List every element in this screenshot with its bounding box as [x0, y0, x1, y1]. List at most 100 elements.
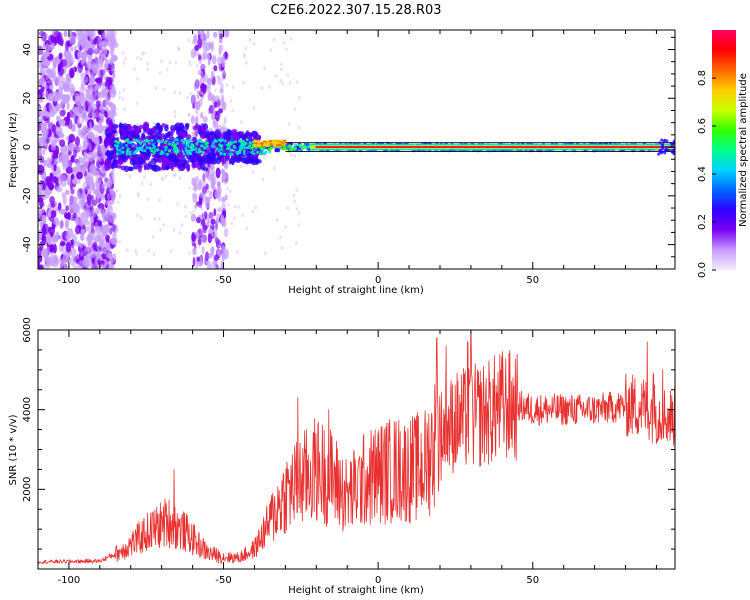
spectrogram-frame: [37, 29, 676, 270]
spectrogram-cell: [298, 126, 301, 130]
spectrogram-cell: [199, 255, 203, 267]
spectrogram-cell: [423, 146, 427, 149]
spectrogram-cell: [107, 43, 111, 48]
spectrogram-cell: [45, 43, 50, 53]
spectrogram-cell: [81, 43, 87, 50]
spectrogram-cell: [38, 77, 46, 88]
spectrogram-cell: [209, 247, 215, 254]
spectrogram-cell: [79, 67, 83, 72]
spectrogram-cell: [59, 174, 66, 181]
spectrogram-cell: [200, 63, 206, 72]
spectrogram-cell: [76, 66, 80, 75]
colorbar-tick-label: 0.8: [697, 70, 708, 86]
spectrogram-cell: [115, 164, 123, 169]
spectrogram-cell: [416, 146, 420, 149]
spectrogram-cell: [136, 77, 139, 81]
spectrogram-cell: [94, 68, 98, 74]
spectrogram-cell: [139, 141, 142, 145]
spectrogram-cell: [171, 141, 175, 145]
spectrogram-cell: [491, 146, 495, 149]
spectrogram-cell: [87, 106, 92, 114]
spectrogram-cell: [89, 183, 93, 189]
spectrogram-cell: [214, 223, 218, 232]
spectrogram-cell: [91, 237, 96, 245]
spectrogram-cell: [48, 226, 53, 232]
spectrogram-cell: [223, 152, 227, 156]
spectrogram-cell: [260, 86, 264, 90]
spectrogram-cell: [158, 217, 161, 221]
spectrogram-cell: [161, 177, 165, 182]
spectrogram-cell: [217, 244, 220, 249]
spectrogram-cell: [471, 146, 475, 149]
spectrogram-cell: [167, 149, 171, 153]
spectrogram-cell: [155, 86, 158, 90]
spectrogram-cell: [106, 150, 110, 157]
spectrogram-cell: [252, 132, 257, 137]
spectrogram-cell: [101, 140, 104, 147]
spectrogram-cell: [90, 264, 95, 269]
spectrogram-cell: [211, 142, 215, 146]
spectrogram-cell: [200, 236, 203, 241]
spectrogram-cell: [227, 203, 230, 207]
spectrogram-cell: [105, 228, 110, 234]
spectrogram-cell: [201, 218, 206, 226]
spectrogram-cell: [143, 149, 147, 153]
spectrogram-cell: [104, 177, 109, 183]
spectrogram-cell: [201, 159, 207, 165]
spectrogram-cell: [263, 66, 266, 71]
spectrogram-cell: [389, 146, 393, 149]
spectrogram-cell: [177, 46, 180, 50]
spectrogram-cell: [145, 139, 148, 143]
spectrogram-cell: [142, 51, 146, 55]
spectrogram-cell: [328, 146, 332, 149]
spectrogram-cell: [38, 136, 45, 143]
spectrogram-cell: [194, 144, 198, 148]
spectrogram-cell: [173, 110, 176, 114]
spectrogram-cell: [201, 234, 208, 243]
spectrogram-cell: [49, 172, 54, 182]
spectrogram-cell: [200, 140, 204, 144]
spectrogram-cell: [85, 139, 90, 146]
spectrogram-cell: [87, 221, 91, 226]
spectrogram-cell: [77, 215, 81, 223]
spectrogram-cell: [104, 85, 109, 92]
y-tick-label: 20: [22, 92, 33, 105]
spectrogram-cell: [97, 71, 101, 78]
spectrogram-cell: [115, 140, 119, 144]
spectrogram-cell: [108, 59, 114, 66]
spectrogram-cell: [228, 189, 232, 193]
spectrogram-cell: [217, 147, 221, 151]
spectrogram-cell: [245, 131, 249, 137]
spectrogram-cell: [61, 245, 67, 256]
spectrogram-cell: [89, 165, 94, 174]
spectrogram-cell: [169, 249, 172, 253]
x-tick-label: 0: [375, 275, 381, 286]
spectrogram-cell: [195, 150, 199, 154]
spectrogram-cell: [57, 39, 63, 45]
spectrogram-cell: [87, 131, 95, 139]
spectrogram-cell: [229, 99, 233, 103]
spectrogram-cell: [189, 63, 192, 67]
spectrogram-cell: [396, 146, 400, 149]
spectrogram-cell: [94, 189, 99, 197]
spectrogram-cell: [233, 146, 237, 150]
spectrogram-cell: [65, 166, 73, 174]
spectrogram-cell: [252, 106, 255, 110]
spectrogram-cell: [207, 233, 213, 244]
spectrogram-cell: [288, 144, 292, 147]
spectrogram-cell: [85, 236, 91, 242]
spectrogram-cell: [76, 203, 80, 211]
spectrogram-cell: [76, 43, 81, 49]
spectrogram-cell: [60, 178, 67, 188]
spectrogram-cell: [250, 151, 254, 154]
spectrogram-cell: [261, 177, 265, 182]
spectrogram-cell: [195, 100, 201, 111]
spectrogram-cell: [207, 198, 210, 203]
spectrogram-cell: [213, 97, 216, 102]
spectrogram-cell: [164, 145, 168, 149]
spectrogram-cell: [211, 171, 215, 178]
spectrogram-cell: [81, 114, 87, 120]
spectrogram-cell: [260, 147, 264, 151]
spectrogram-cell: [122, 88, 126, 92]
spectrogram-cell: [200, 112, 204, 119]
